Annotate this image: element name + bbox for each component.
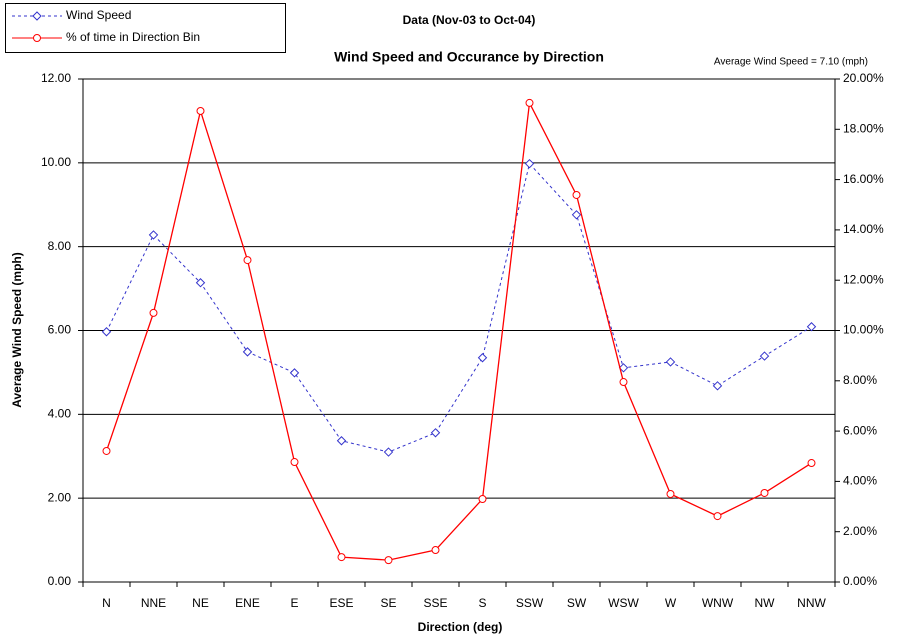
data-point	[242, 347, 253, 357]
chart-subtitle: Data (Nov-03 to Oct-04)	[403, 13, 536, 27]
series-line	[105, 100, 812, 561]
y2-tick-label: 0.00%	[843, 574, 877, 588]
data-point	[665, 357, 676, 367]
data-point	[149, 308, 158, 317]
y2-tick-label: 6.00%	[843, 423, 877, 437]
data-point	[384, 556, 393, 565]
data-point	[666, 489, 675, 498]
data-point	[759, 351, 770, 361]
data-point	[430, 428, 441, 438]
data-point	[102, 446, 111, 455]
y-axis-label: Average Wind Speed (mph)	[10, 252, 24, 407]
data-point	[525, 98, 534, 107]
x-tick-label: NE	[192, 596, 209, 610]
data-point	[619, 378, 628, 387]
data-point	[806, 322, 817, 332]
legend-label: Wind Speed	[66, 8, 131, 22]
data-point	[572, 190, 581, 199]
legend-label: % of time in Direction Bin	[66, 30, 200, 44]
data-point	[290, 458, 299, 467]
x-tick-label: SSW	[516, 596, 544, 610]
y2-tick-label: 4.00%	[843, 474, 877, 488]
x-tick-label: NNE	[141, 596, 166, 610]
y2-tick-label: 2.00%	[843, 524, 877, 538]
x-tick-label: NNW	[797, 596, 826, 610]
y2-tick-label: 20.00%	[843, 71, 884, 85]
data-point	[337, 553, 346, 562]
y-tick-label: 10.00	[41, 155, 71, 169]
data-point	[760, 488, 769, 497]
data-point	[713, 512, 722, 521]
series-line	[106, 162, 812, 453]
legend-marker	[33, 34, 41, 42]
data-point	[243, 256, 252, 265]
x-tick-label: E	[290, 596, 298, 610]
annotation: Average Wind Speed = 7.10 (mph)	[714, 57, 868, 68]
legend-box	[5, 3, 286, 53]
data-point	[477, 353, 488, 363]
y-tick-label: 2.00	[48, 490, 72, 504]
y-tick-label: 12.00	[41, 71, 71, 85]
x-tick-label: W	[665, 596, 677, 610]
x-tick-label: ESE	[329, 596, 353, 610]
y2-tick-label: 8.00%	[843, 373, 877, 387]
data-point	[289, 368, 300, 378]
y2-tick-label: 16.00%	[843, 172, 884, 186]
x-tick-label: N	[102, 596, 111, 610]
x-tick-label: SSE	[423, 596, 447, 610]
y2-tick-label: 10.00%	[843, 323, 884, 337]
x-tick-label: SW	[567, 596, 587, 610]
data-point	[524, 158, 535, 169]
chart-title: Wind Speed and Occurance by Direction	[334, 49, 604, 65]
data-point	[431, 546, 440, 555]
y-tick-label: 0.00	[48, 574, 72, 588]
data-point	[336, 436, 347, 446]
data-point	[196, 106, 205, 115]
x-axis-label: Direction (deg)	[418, 620, 503, 634]
legend-marker	[32, 11, 42, 21]
y-tick-label: 8.00	[48, 239, 72, 253]
data-point	[618, 363, 629, 373]
data-point	[148, 230, 159, 240]
data-point	[571, 210, 582, 220]
y2-tick-label: 18.00%	[843, 121, 884, 135]
x-tick-label: ENE	[235, 596, 260, 610]
y2-tick-label: 12.00%	[843, 272, 884, 286]
x-tick-label: NW	[755, 596, 776, 610]
x-tick-label: WSW	[608, 596, 639, 610]
data-point	[712, 381, 723, 391]
data-point	[383, 447, 394, 457]
y2-tick-label: 14.00%	[843, 222, 884, 236]
x-tick-label: SE	[380, 596, 396, 610]
data-point	[807, 459, 816, 468]
data-point	[195, 278, 206, 288]
x-tick-label: WNW	[702, 596, 734, 610]
data-point	[101, 327, 112, 337]
y-tick-label: 4.00	[48, 407, 72, 421]
x-tick-label: S	[478, 596, 486, 610]
data-point	[478, 495, 487, 504]
y-tick-label: 6.00	[48, 323, 72, 337]
